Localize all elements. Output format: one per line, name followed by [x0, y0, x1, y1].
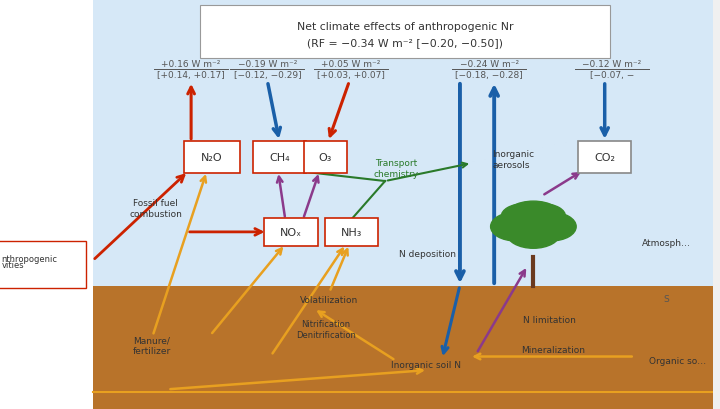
Text: CH₄: CH₄ [269, 153, 290, 162]
FancyBboxPatch shape [264, 218, 318, 247]
Text: −0.24 W m⁻²: −0.24 W m⁻² [459, 60, 518, 69]
Text: (RF = −0.34 W m⁻² [−0.20, −0.50]): (RF = −0.34 W m⁻² [−0.20, −0.50]) [307, 38, 503, 48]
FancyBboxPatch shape [304, 142, 346, 173]
Circle shape [503, 202, 563, 236]
Text: Mineralization: Mineralization [521, 345, 585, 354]
FancyBboxPatch shape [0, 241, 86, 288]
Circle shape [526, 213, 576, 241]
Circle shape [506, 218, 560, 249]
Bar [0, 0, 93, 409]
Text: −0.19 W m⁻²: −0.19 W m⁻² [238, 60, 297, 69]
Bar [93, 286, 713, 409]
Text: N deposition: N deposition [400, 249, 456, 258]
Text: Fossil fuel
combustion: Fossil fuel combustion [129, 199, 182, 218]
Text: N₂O: N₂O [201, 153, 222, 162]
Circle shape [490, 213, 541, 241]
FancyBboxPatch shape [253, 142, 306, 173]
FancyBboxPatch shape [199, 6, 610, 58]
Text: [+0.03, +0.07]: [+0.03, +0.07] [317, 70, 384, 79]
Text: CO₂: CO₂ [594, 153, 615, 162]
FancyBboxPatch shape [578, 142, 631, 173]
Text: Manure/
fertilizer: Manure/ fertilizer [132, 336, 171, 355]
Text: [−0.18, −0.28]: [−0.18, −0.28] [455, 70, 523, 79]
Text: Nitrification
Denitrification: Nitrification Denitrification [296, 319, 356, 339]
Text: +0.05 W m⁻²: +0.05 W m⁻² [321, 60, 381, 69]
Text: [+0.14, +0.17]: [+0.14, +0.17] [157, 70, 225, 79]
Text: vities: vities [1, 261, 24, 270]
Text: NOₓ: NOₓ [280, 227, 302, 237]
Text: N limitation: N limitation [523, 315, 575, 324]
Text: Transport
chemistry: Transport chemistry [373, 159, 418, 178]
Circle shape [501, 204, 544, 229]
Text: Inorganic soil N: Inorganic soil N [391, 360, 461, 369]
Text: [−0.12, −0.29]: [−0.12, −0.29] [233, 70, 301, 79]
Text: +0.16 W m⁻²: +0.16 W m⁻² [161, 60, 221, 69]
FancyBboxPatch shape [184, 142, 240, 173]
Text: NH₃: NH₃ [341, 227, 362, 237]
Text: Inorganic
aerosols: Inorganic aerosols [492, 150, 534, 169]
Text: −0.12 W m⁻²: −0.12 W m⁻² [582, 60, 642, 69]
FancyBboxPatch shape [325, 218, 378, 247]
Text: nthropogenic: nthropogenic [1, 254, 58, 263]
Text: Net climate effects of anthropogenic Nr: Net climate effects of anthropogenic Nr [297, 22, 513, 31]
Circle shape [523, 204, 565, 229]
Text: S: S [663, 294, 669, 303]
Text: O₃: O₃ [318, 153, 332, 162]
Text: Volatilization: Volatilization [300, 295, 359, 304]
Text: [−0.07, −: [−0.07, − [590, 70, 634, 79]
Bar [93, 0, 713, 286]
Text: Atmosph…: Atmosph… [642, 239, 690, 248]
Text: Organic so…: Organic so… [649, 356, 706, 365]
